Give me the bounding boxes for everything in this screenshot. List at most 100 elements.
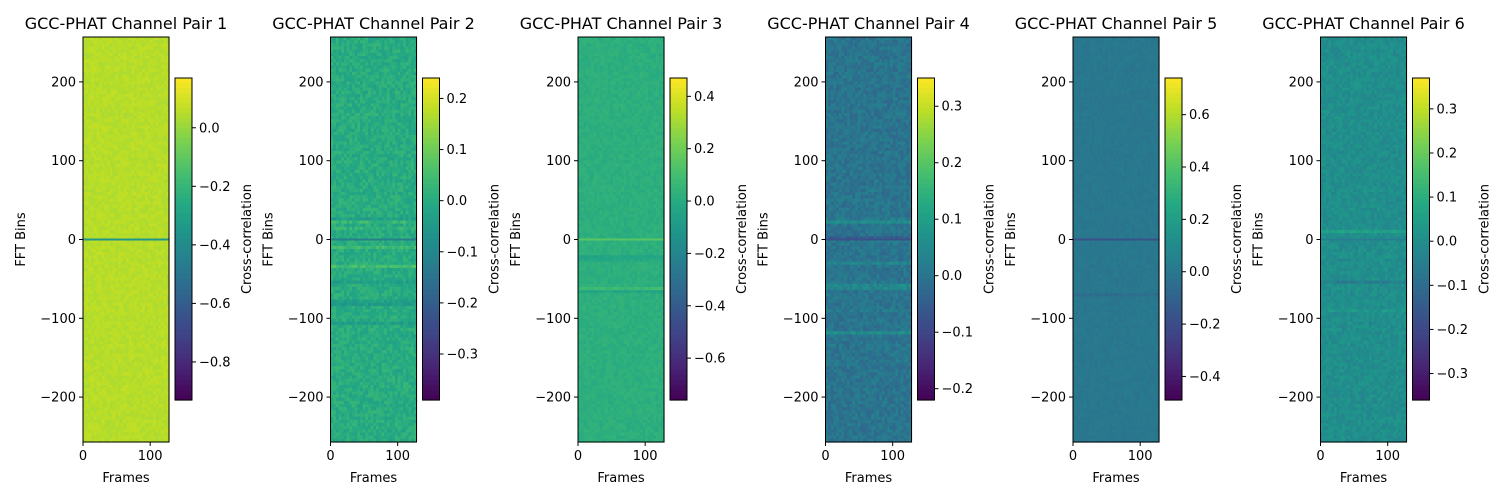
heatmap-cell: [83, 214, 87, 218]
heatmap-cell: [83, 62, 87, 67]
heatmap-cell: [96, 340, 100, 345]
heatmap-cell: [120, 192, 124, 196]
heatmap-cell: [142, 43, 146, 48]
heatmap-cell: [144, 356, 149, 361]
heatmap-cell: [144, 93, 149, 98]
heatmap-cell: [115, 302, 119, 307]
heatmap-cell: [155, 258, 159, 263]
heatmap-cell: [93, 331, 98, 336]
heatmap-cell: [96, 356, 100, 361]
heatmap-cell: [123, 245, 127, 250]
heatmap-cell: [115, 353, 119, 358]
heatmap-cell: [152, 122, 157, 127]
heatmap-cell: [152, 223, 157, 228]
heatmap-cell: [88, 185, 92, 190]
heatmap-cell: [88, 207, 92, 212]
heatmap-cell: [93, 315, 98, 320]
heatmap-cell: [85, 211, 89, 215]
heatmap-cell: [152, 220, 157, 225]
colorbar-label: Cross-correlation: [240, 184, 255, 294]
heatmap-cell: [107, 49, 111, 54]
heatmap-cell: [126, 166, 130, 171]
heatmap-cell: [166, 350, 170, 354]
heatmap-cell: [166, 226, 170, 231]
heatmap-cell: [163, 302, 167, 307]
heatmap-cell: [109, 52, 114, 57]
heatmap-cell: [144, 97, 149, 101]
heatmap-cell: [134, 283, 138, 288]
heatmap-cell: [99, 116, 103, 120]
heatmap-cell: [142, 239, 146, 244]
heatmap-cell: [88, 125, 92, 130]
heatmap-cell: [112, 122, 116, 127]
heatmap-cell: [134, 109, 138, 114]
heatmap-cell: [158, 198, 162, 203]
heatmap-cell: [83, 302, 87, 307]
heatmap-cell: [99, 350, 103, 354]
heatmap-cell: [91, 226, 95, 231]
heatmap-cell: [160, 366, 165, 370]
heatmap-cell: [131, 182, 135, 187]
heatmap-cell: [99, 55, 103, 60]
heatmap-cell: [104, 154, 108, 158]
heatmap-cell: [99, 90, 103, 95]
heatmap-cell: [139, 264, 143, 269]
heatmap-cell: [115, 116, 119, 120]
heatmap-cell: [96, 173, 100, 177]
heatmap-cell: [83, 261, 87, 266]
heatmap-cell: [131, 131, 135, 136]
heatmap-cell: [88, 78, 92, 82]
heatmap-cell: [147, 188, 151, 193]
heatmap-cell: [128, 248, 132, 253]
heatmap-cell: [150, 302, 154, 307]
heatmap-cell: [155, 233, 159, 237]
heatmap-cell: [109, 255, 114, 260]
heatmap-cell: [139, 309, 143, 313]
heatmap-cell: [91, 372, 95, 377]
heatmap-cell: [109, 248, 114, 253]
colorbar-swatch: [175, 93, 192, 99]
colorbar-swatch: [175, 329, 192, 336]
heatmap-cell: [99, 359, 103, 364]
heatmap-cell: [160, 78, 165, 82]
heatmap-cell: [115, 283, 119, 288]
heatmap-cell: [163, 135, 167, 139]
heatmap-cell: [158, 93, 162, 98]
heatmap-cell: [152, 138, 157, 143]
heatmap-cell: [107, 103, 111, 108]
heatmap-cell: [107, 293, 111, 298]
heatmap-cell: [85, 169, 89, 174]
heatmap-cell: [93, 37, 98, 41]
heatmap-cell: [136, 150, 141, 155]
heatmap-cell: [134, 267, 138, 272]
heatmap-cell: [126, 207, 130, 212]
heatmap-cell: [120, 362, 124, 367]
heatmap-cell: [109, 340, 114, 345]
heatmap-cell: [117, 248, 122, 253]
heatmap-cell: [128, 277, 132, 282]
heatmap-cell: [88, 318, 92, 323]
heatmap-cell: [101, 261, 106, 266]
heatmap-cell: [83, 157, 87, 161]
heatmap-cell: [104, 293, 108, 298]
heatmap-cell: [139, 359, 143, 364]
colorbar-swatch: [175, 284, 192, 290]
heatmap-cell: [139, 93, 143, 98]
heatmap-cell: [101, 103, 106, 108]
heatmap-cell: [136, 217, 141, 222]
heatmap-cell: [99, 160, 103, 165]
heatmap-cell: [139, 198, 143, 203]
heatmap-cell: [126, 106, 130, 111]
heatmap-cell: [163, 195, 167, 199]
heatmap-cell: [160, 150, 165, 155]
heatmap-cell: [126, 68, 130, 73]
heatmap-cell: [128, 271, 132, 275]
heatmap-cell: [160, 359, 165, 364]
heatmap-cell: [101, 290, 106, 294]
heatmap-cell: [88, 55, 92, 60]
heatmap-cell: [131, 74, 135, 79]
heatmap-cell: [104, 312, 108, 317]
heatmap-cell: [99, 138, 103, 143]
colorbar-swatch: [175, 158, 192, 165]
